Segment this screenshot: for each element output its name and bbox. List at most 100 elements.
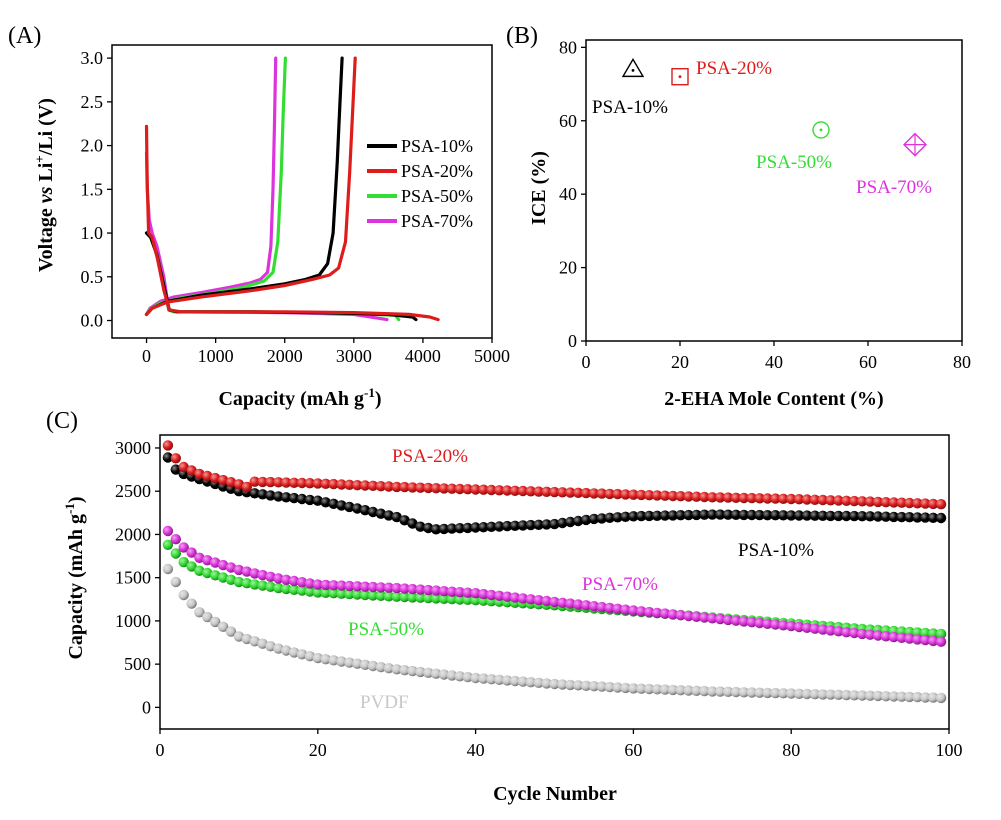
c-point-psa-50	[257, 580, 268, 591]
c-point-pvdf	[233, 631, 245, 642]
a-legend-label-psa-10: PSA-10%	[401, 136, 473, 156]
c-point-pvdf	[438, 669, 450, 680]
c-point-psa-10	[722, 509, 734, 520]
c-point-pvdf	[730, 686, 742, 698]
c-y-tick-label: 1500	[115, 568, 151, 588]
c-point-psa-20	[612, 488, 623, 500]
c-point-psa-20	[904, 497, 915, 509]
c-point-psa-70	[320, 579, 331, 591]
a-y-tick-label: 0.5	[81, 267, 104, 287]
b-point-psa-10	[621, 57, 645, 78]
c-x-tick-label: 0	[156, 740, 165, 760]
c-x-tick-label: 20	[309, 740, 327, 760]
c-point-psa-10	[336, 500, 347, 511]
c-point-psa-50	[281, 583, 292, 595]
c-point-psa-70	[620, 604, 631, 615]
c-point-psa-10	[580, 514, 592, 526]
c-point-psa-10	[304, 494, 316, 506]
c-point-psa-20	[928, 498, 939, 510]
c-point-psa-20	[770, 493, 781, 504]
c-point-psa-20	[454, 483, 465, 495]
c-point-psa-20	[186, 465, 197, 476]
b-label-psa-20: PSA-20%	[696, 58, 772, 79]
c-point-psa-70	[841, 627, 852, 638]
c-point-psa-50	[288, 584, 300, 595]
c-point-pvdf	[281, 645, 292, 656]
c-point-psa-20	[494, 485, 505, 496]
c-point-psa-50	[225, 574, 237, 585]
c-point-psa-20	[707, 492, 718, 503]
c-point-psa-10	[841, 510, 852, 522]
c-point-psa-20	[722, 492, 734, 503]
c-point-psa-70	[478, 588, 489, 600]
c-point-psa-10	[888, 511, 899, 523]
c-point-psa-20	[596, 488, 607, 499]
c-point-psa-70	[801, 622, 813, 633]
c-point-psa-10	[391, 511, 402, 523]
c-point-pvdf	[841, 689, 852, 701]
c-point-psa-50	[304, 586, 316, 597]
c-point-psa-20	[233, 479, 245, 490]
c-point-psa-70	[738, 616, 750, 627]
c-point-pvdf	[604, 681, 615, 693]
c-point-pvdf	[872, 690, 884, 702]
c-point-psa-10	[541, 519, 552, 530]
c-point-psa-10	[383, 510, 394, 521]
a-y-tick-label: 3.0	[81, 48, 104, 68]
c-point-psa-20	[896, 497, 907, 508]
c-point-psa-70	[786, 620, 797, 632]
a-y-tick-label: 1.5	[81, 179, 104, 199]
a-x-tick-label: 4000	[405, 346, 441, 366]
c-point-psa-50	[217, 572, 229, 583]
a-curve-psa-20-discharge	[144, 124, 440, 322]
c-point-psa-50	[210, 570, 221, 581]
c-point-psa-70	[509, 592, 521, 603]
panel-label-a: (A)	[8, 23, 41, 49]
c-point-psa-20	[257, 476, 268, 488]
b-point-psa-20	[671, 68, 689, 86]
c-point-pvdf	[407, 665, 418, 677]
c-point-psa-70	[217, 559, 229, 571]
c-point-psa-10	[359, 505, 371, 516]
b-x-tick-label: 60	[859, 352, 877, 372]
c-point-psa-10	[486, 521, 497, 532]
c-point-pvdf	[430, 668, 442, 679]
c-point-psa-20	[817, 494, 828, 506]
panel-c: (C) 0 20 40 60 80 100050010001500200025003000…	[46, 408, 963, 805]
c-y-tick-label: 0	[142, 697, 151, 717]
c-point-psa-70	[691, 611, 702, 622]
c-point-psa-10	[817, 510, 828, 521]
c-point-psa-70	[517, 593, 529, 604]
c-point-psa-20	[367, 480, 379, 491]
c-point-pvdf	[715, 686, 726, 697]
c-point-psa-70	[336, 580, 347, 591]
c-point-psa-10	[872, 511, 884, 522]
c-point-psa-20	[762, 493, 773, 504]
c-point-psa-50	[383, 591, 394, 602]
c-point-psa-10	[762, 510, 773, 521]
a-y-tick-label: 0.0	[81, 311, 104, 331]
c-point-psa-20	[486, 484, 497, 496]
c-point-pvdf	[864, 690, 876, 701]
c-point-psa-10	[659, 510, 671, 521]
c-point-psa-10	[470, 522, 481, 533]
a-x-tick-label: 5000	[474, 346, 510, 366]
c-series-psa-20	[162, 440, 947, 510]
c-point-pvdf	[667, 684, 679, 696]
c-point-pvdf	[383, 663, 394, 674]
c-point-psa-70	[762, 618, 773, 629]
c-x-axis-label: Cycle Number	[493, 783, 617, 805]
c-point-psa-70	[533, 595, 544, 606]
c-point-psa-10	[320, 497, 331, 508]
c-point-psa-20	[407, 482, 418, 493]
c-point-psa-10	[281, 492, 292, 503]
a-y-tick-label: 2.0	[81, 136, 104, 156]
c-point-psa-20	[754, 493, 765, 504]
c-point-psa-50	[170, 548, 181, 559]
c-point-psa-10	[557, 517, 568, 529]
c-point-pvdf	[525, 677, 536, 688]
c-point-psa-70	[730, 615, 742, 626]
c-points	[162, 440, 947, 704]
c-point-psa-70	[904, 633, 915, 644]
panel-label-c: (C)	[46, 408, 78, 434]
